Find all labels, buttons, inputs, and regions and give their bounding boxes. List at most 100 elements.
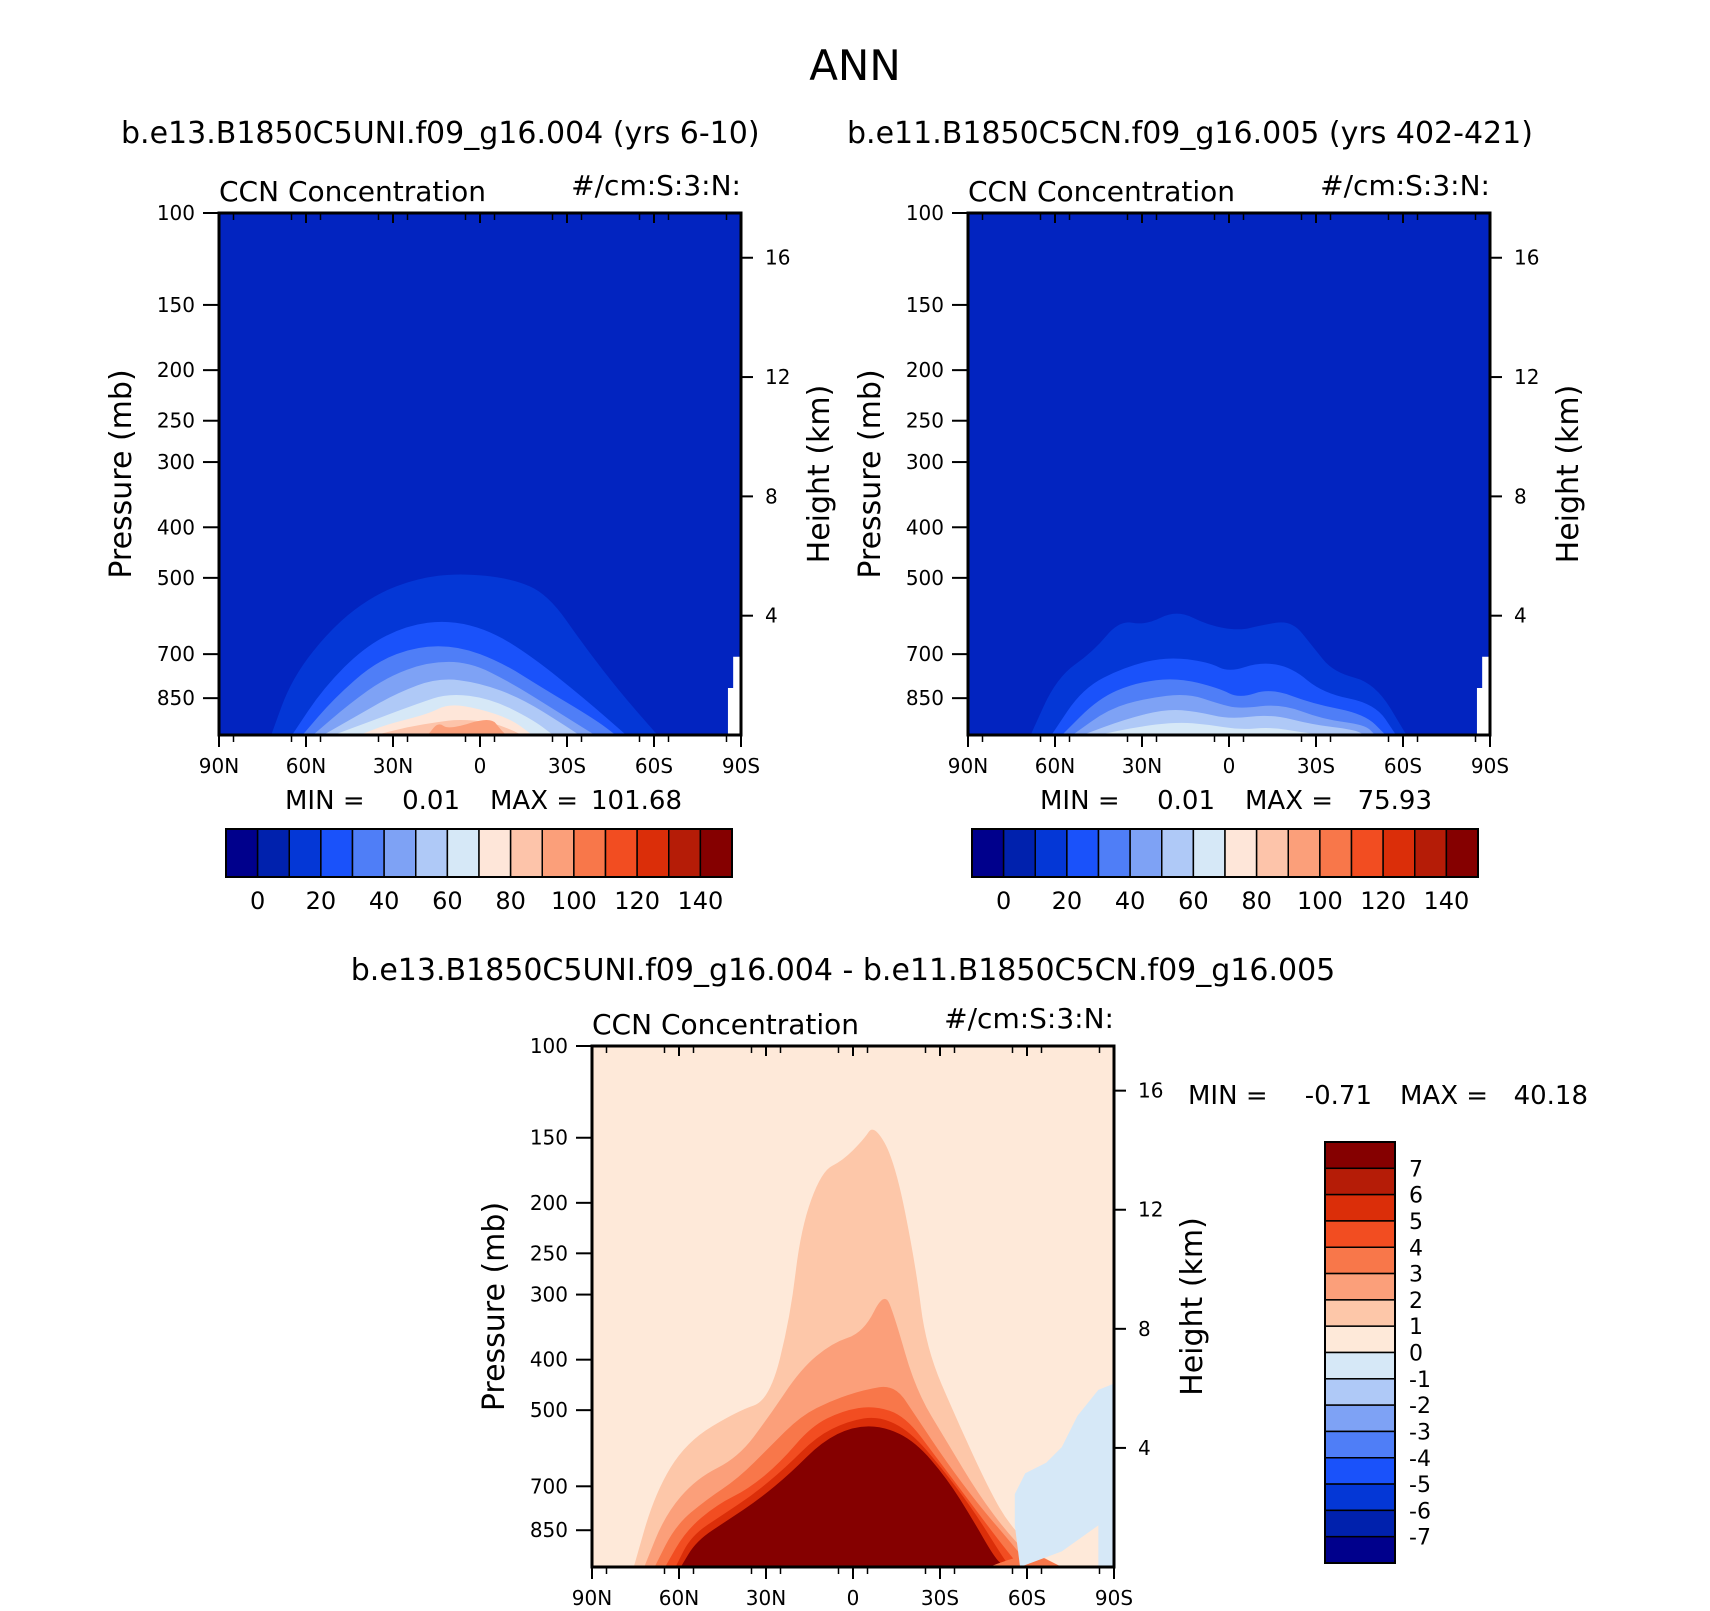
colorbar-swatch	[1324, 1193, 1396, 1222]
x-tick-label: 30N	[746, 1586, 786, 1610]
colorbar-swatch	[1066, 828, 1100, 878]
colorbar-label: 4	[1409, 1236, 1423, 1261]
y-right-tick-label: 12	[765, 365, 790, 389]
y-right-tick-label: 12	[1514, 365, 1539, 389]
units-label: #/cm:S:3:N:	[944, 1002, 1114, 1035]
colorbar-swatch	[1350, 828, 1384, 878]
y-tick-label: 850	[530, 1518, 568, 1542]
variable-label: CCN Concentration	[592, 1008, 859, 1041]
panel1-min-value: 0.01	[402, 786, 460, 816]
colorbar-swatch	[288, 828, 322, 878]
panel-model1: 100 150 200 250 300 400 500 700 850 16 12 8 4 90N 60N 3…	[104, 169, 837, 778]
x-tick-label: 30S	[921, 1586, 959, 1610]
y-right-tick-label: 8	[765, 484, 778, 508]
panel1-max-label: MAX =	[490, 786, 578, 816]
y-right-tick-label: 4	[1138, 1436, 1151, 1460]
contour-layers	[271, 574, 741, 735]
colorbar-label: -6	[1409, 1499, 1431, 1524]
colorbar-frame	[971, 828, 1479, 878]
y-right-tick-label: 4	[765, 604, 778, 628]
colorbar-swatch	[1382, 828, 1416, 878]
colorbar-frame	[225, 828, 733, 878]
colorbar-swatch	[541, 828, 575, 878]
colorbar-label: -7	[1409, 1526, 1431, 1551]
y-tick-label: 100	[157, 201, 195, 225]
colorbar-swatch	[1192, 828, 1226, 878]
colorbar-label: 0	[996, 887, 1011, 915]
y-tick-label: 850	[157, 686, 195, 710]
colorbar-label: 120	[614, 887, 660, 915]
variable-label: CCN Concentration	[968, 175, 1235, 208]
x-tick-label: 0	[847, 1586, 860, 1610]
x-tick-label: 60S	[635, 754, 673, 778]
panel1-min-label: MIN =	[285, 786, 365, 816]
diff-header: b.e13.B1850C5UNI.f09_g16.004 - b.e11.B18…	[351, 953, 1336, 988]
colorbar-swatch	[383, 828, 417, 878]
diff-min-label: MIN =	[1188, 1081, 1268, 1111]
panel1-header: b.e13.B1850C5UNI.f09_g16.004 (yrs 6-10)	[121, 116, 760, 151]
y-right-tick-label: 8	[1514, 484, 1527, 508]
panel2-max-label: MAX =	[1245, 786, 1333, 816]
colorbar-label: 120	[1360, 887, 1406, 915]
colorbar-label: 40	[1115, 887, 1146, 915]
y-tick-label: 500	[906, 566, 944, 590]
colorbar-swatch	[1324, 1167, 1396, 1196]
colorbar-label: 6	[1409, 1184, 1423, 1209]
colorbar-swatch	[1324, 1457, 1396, 1485]
colorbar-swatch	[1324, 1299, 1396, 1327]
y-tick-label: 850	[906, 686, 944, 710]
colorbar-label: -4	[1409, 1447, 1431, 1472]
colorbar-label: -3	[1409, 1420, 1431, 1445]
colorbar-swatch	[1255, 828, 1289, 878]
panel2-min-value: 0.01	[1157, 786, 1215, 816]
x-tick-label: 30S	[548, 754, 586, 778]
colorbar-label: 1	[1409, 1315, 1423, 1340]
colorbar-label: 100	[551, 887, 597, 915]
y-tick-label: 150	[530, 1126, 568, 1150]
y-right-tick-label: 16	[1514, 246, 1539, 270]
colorbar-label: 3	[1409, 1263, 1423, 1288]
colorbar-swatch	[1324, 1272, 1396, 1301]
y-right-axis-title: Height (km)	[1551, 385, 1586, 564]
contour-fill-5	[680, 1426, 1005, 1567]
units-label: #/cm:S:3:N:	[571, 169, 741, 202]
y-tick-label: 300	[906, 450, 944, 474]
colorbar-label: 2	[1409, 1289, 1423, 1314]
colorbar-label: 100	[1297, 887, 1343, 915]
diff-min-value: -0.71	[1305, 1081, 1372, 1111]
y-axis-title: Pressure (mb)	[104, 369, 139, 578]
colorbar-swatch	[1034, 828, 1068, 878]
y-tick-label: 250	[530, 1241, 568, 1265]
contour-fill-8	[427, 719, 507, 735]
x-tick-label: 0	[474, 754, 487, 778]
y-right-tick-label: 12	[1138, 1198, 1163, 1222]
x-tick-label: 30N	[1122, 754, 1162, 778]
y-tick-label: 300	[530, 1283, 568, 1307]
y-right-tick-label: 8	[1138, 1317, 1151, 1341]
colorbar-label: 40	[369, 887, 400, 915]
contour-layers	[1030, 613, 1490, 735]
x-tick-label: 0	[1223, 754, 1236, 778]
y-tick-label: 700	[530, 1474, 568, 1498]
y-tick-label: 300	[157, 450, 195, 474]
colorbar-swatch	[1324, 1404, 1396, 1433]
colorbar-label: 140	[1423, 887, 1469, 915]
colorbar-label: 60	[432, 887, 463, 915]
y-tick-label: 250	[906, 409, 944, 433]
y-tick-label: 100	[530, 1034, 568, 1058]
y-tick-label: 200	[157, 358, 195, 382]
contour-fill-9	[727, 656, 741, 735]
units-label: #/cm:S:3:N:	[1320, 169, 1490, 202]
x-tick-label: 90N	[199, 754, 239, 778]
colorbar-swatch	[1324, 1351, 1396, 1380]
colorbar-label: 7	[1409, 1157, 1423, 1182]
panel2-min-label: MIN =	[1040, 786, 1120, 816]
colorbar-swatch	[1224, 828, 1258, 878]
colorbar-swatch	[1445, 828, 1479, 878]
colorbar-swatch	[1319, 828, 1353, 878]
colorbar-swatch	[1324, 1220, 1396, 1248]
colorbar-label: 20	[1052, 887, 1083, 915]
y-tick-label: 100	[906, 201, 944, 225]
